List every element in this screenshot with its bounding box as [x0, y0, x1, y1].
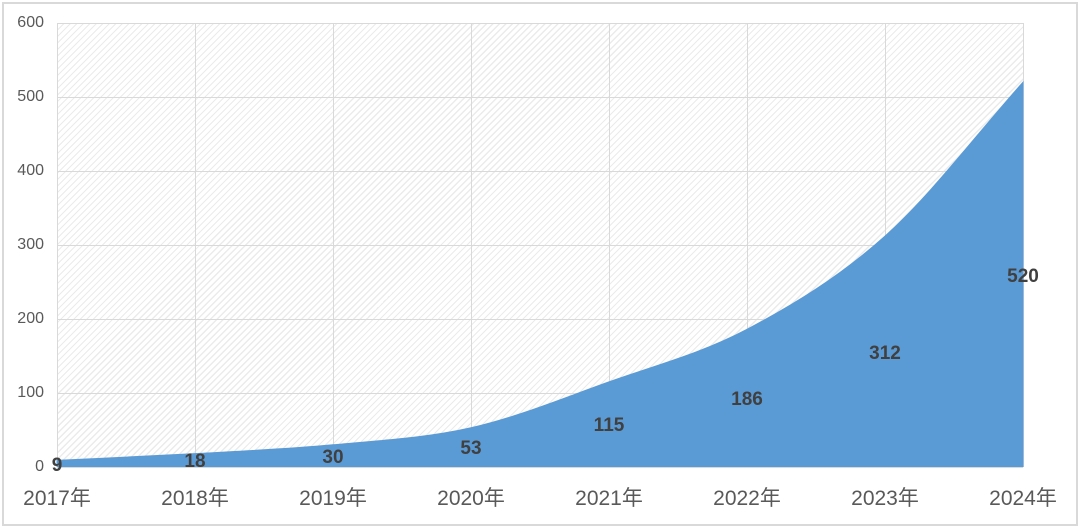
- y-axis-label: 400: [17, 162, 44, 179]
- x-axis-label: 2024年: [989, 487, 1057, 510]
- x-axis-label: 2017年: [23, 487, 91, 510]
- data-label: 312: [869, 342, 901, 364]
- y-axis-label: 500: [17, 88, 44, 105]
- x-axis-label: 2021年: [575, 487, 643, 510]
- data-label: 30: [322, 446, 344, 468]
- x-axis-label: 2019年: [299, 487, 367, 510]
- data-label: 9: [51, 454, 63, 476]
- data-label: 520: [1007, 265, 1039, 287]
- y-axis-label: 100: [17, 384, 44, 401]
- y-axis-label: 200: [17, 310, 44, 327]
- data-label: 115: [593, 415, 625, 437]
- y-axis-label: 600: [17, 14, 44, 31]
- y-axis-label: 0: [35, 458, 44, 475]
- x-axis-label: 2023年: [851, 487, 919, 510]
- data-label: 53: [460, 438, 482, 460]
- x-axis-label: 2018年: [161, 487, 229, 510]
- y-axis-label: 300: [17, 236, 44, 253]
- area-series: [56, 80, 1024, 467]
- x-axis-label: 2020年: [437, 487, 505, 510]
- data-label: 18: [184, 451, 206, 473]
- data-label: 186: [731, 389, 763, 411]
- x-axis-label: 2022年: [713, 487, 781, 510]
